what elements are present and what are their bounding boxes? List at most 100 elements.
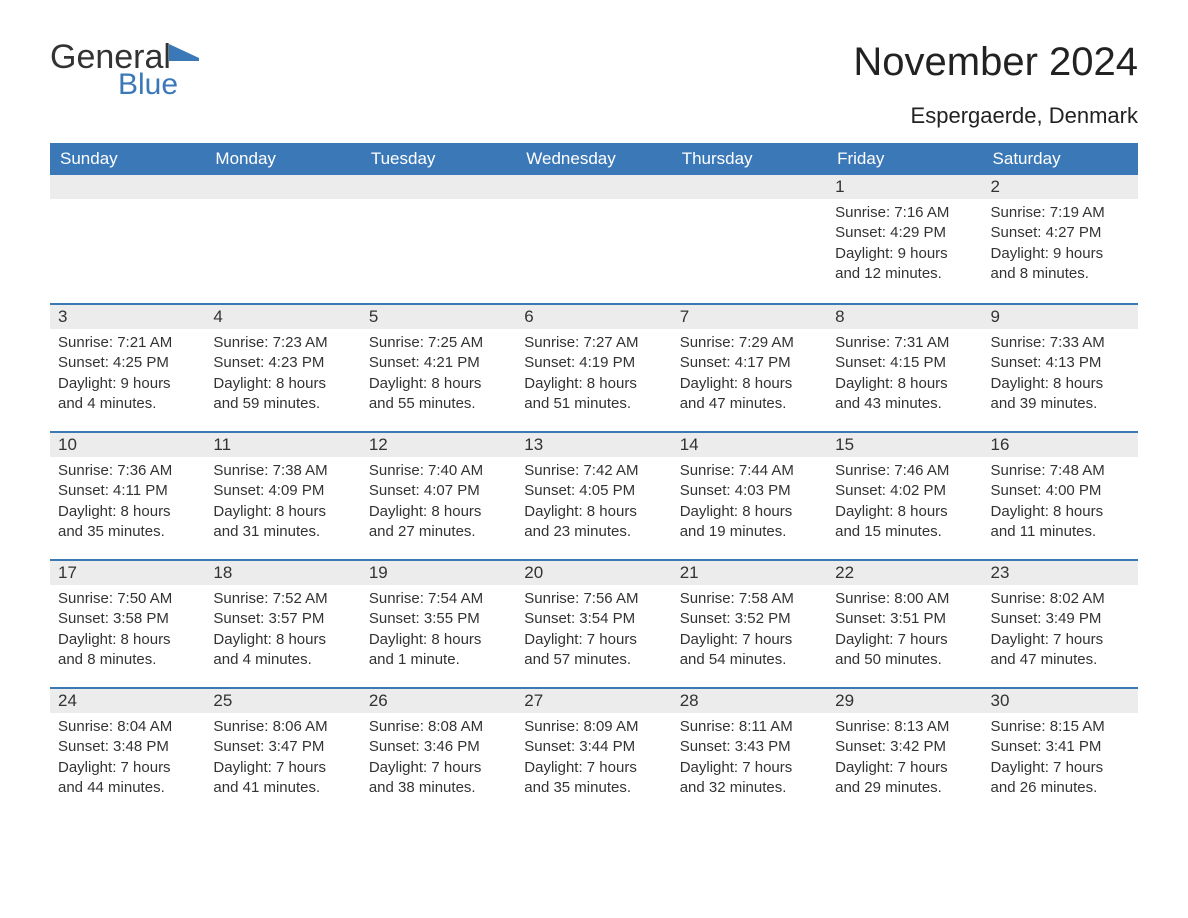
day-cell: 23Sunrise: 8:02 AMSunset: 3:49 PMDayligh… — [983, 561, 1138, 687]
day-body — [50, 199, 205, 213]
empty-cell — [516, 175, 671, 303]
sunrise-text: Sunrise: 7:38 AM — [213, 461, 352, 481]
daylight2-text: and 12 minutes. — [835, 264, 974, 284]
day-body: Sunrise: 7:19 AMSunset: 4:27 PMDaylight:… — [983, 199, 1138, 294]
sunrise-text: Sunrise: 8:09 AM — [524, 717, 663, 737]
daylight2-text: and 44 minutes. — [58, 778, 197, 798]
day-body: Sunrise: 7:50 AMSunset: 3:58 PMDaylight:… — [50, 585, 205, 680]
sunrise-text: Sunrise: 8:06 AM — [213, 717, 352, 737]
day-body: Sunrise: 7:27 AMSunset: 4:19 PMDaylight:… — [516, 329, 671, 424]
day-body: Sunrise: 7:42 AMSunset: 4:05 PMDaylight:… — [516, 457, 671, 552]
daylight2-text: and 54 minutes. — [680, 650, 819, 670]
daylight1-text: Daylight: 8 hours — [680, 374, 819, 394]
daylight2-text: and 38 minutes. — [369, 778, 508, 798]
day-cell: 7Sunrise: 7:29 AMSunset: 4:17 PMDaylight… — [672, 305, 827, 431]
day-cell: 29Sunrise: 8:13 AMSunset: 3:42 PMDayligh… — [827, 689, 982, 815]
sunset-text: Sunset: 3:48 PM — [58, 737, 197, 757]
logo: General Blue — [50, 40, 205, 104]
day-number — [516, 175, 671, 199]
day-number: 8 — [827, 305, 982, 329]
sunset-text: Sunset: 4:19 PM — [524, 353, 663, 373]
sunset-text: Sunset: 4:00 PM — [991, 481, 1130, 501]
day-number: 28 — [672, 689, 827, 713]
day-body: Sunrise: 7:40 AMSunset: 4:07 PMDaylight:… — [361, 457, 516, 552]
daylight2-text: and 15 minutes. — [835, 522, 974, 542]
daylight2-text: and 4 minutes. — [58, 394, 197, 414]
day-number: 5 — [361, 305, 516, 329]
weeks-container: 1Sunrise: 7:16 AMSunset: 4:29 PMDaylight… — [50, 175, 1138, 815]
sunset-text: Sunset: 3:43 PM — [680, 737, 819, 757]
day-body: Sunrise: 7:38 AMSunset: 4:09 PMDaylight:… — [205, 457, 360, 552]
day-cell: 13Sunrise: 7:42 AMSunset: 4:05 PMDayligh… — [516, 433, 671, 559]
daylight1-text: Daylight: 9 hours — [58, 374, 197, 394]
day-number: 7 — [672, 305, 827, 329]
sunrise-text: Sunrise: 7:33 AM — [991, 333, 1130, 353]
daylight2-text: and 29 minutes. — [835, 778, 974, 798]
day-cell: 20Sunrise: 7:56 AMSunset: 3:54 PMDayligh… — [516, 561, 671, 687]
day-number — [361, 175, 516, 199]
sunset-text: Sunset: 3:57 PM — [213, 609, 352, 629]
sunset-text: Sunset: 4:09 PM — [213, 481, 352, 501]
day-body: Sunrise: 7:21 AMSunset: 4:25 PMDaylight:… — [50, 329, 205, 424]
sunrise-text: Sunrise: 7:44 AM — [680, 461, 819, 481]
day-body: Sunrise: 7:46 AMSunset: 4:02 PMDaylight:… — [827, 457, 982, 552]
day-number: 23 — [983, 561, 1138, 585]
sunrise-text: Sunrise: 8:08 AM — [369, 717, 508, 737]
daylight2-text: and 55 minutes. — [369, 394, 508, 414]
day-body: Sunrise: 8:02 AMSunset: 3:49 PMDaylight:… — [983, 585, 1138, 680]
sunrise-text: Sunrise: 7:40 AM — [369, 461, 508, 481]
empty-cell — [50, 175, 205, 303]
daylight1-text: Daylight: 8 hours — [680, 502, 819, 522]
sunset-text: Sunset: 4:23 PM — [213, 353, 352, 373]
day-number: 13 — [516, 433, 671, 457]
sunset-text: Sunset: 3:55 PM — [369, 609, 508, 629]
daylight2-text: and 32 minutes. — [680, 778, 819, 798]
daylight1-text: Daylight: 7 hours — [991, 758, 1130, 778]
day-number: 11 — [205, 433, 360, 457]
daylight2-text: and 26 minutes. — [991, 778, 1130, 798]
sunrise-text: Sunrise: 7:50 AM — [58, 589, 197, 609]
daylight1-text: Daylight: 8 hours — [58, 502, 197, 522]
calendar: SundayMondayTuesdayWednesdayThursdayFrid… — [50, 143, 1138, 815]
day-body: Sunrise: 8:04 AMSunset: 3:48 PMDaylight:… — [50, 713, 205, 808]
day-number: 1 — [827, 175, 982, 199]
daylight1-text: Daylight: 8 hours — [835, 374, 974, 394]
day-number — [50, 175, 205, 199]
day-number: 25 — [205, 689, 360, 713]
day-header-row: SundayMondayTuesdayWednesdayThursdayFrid… — [50, 143, 1138, 175]
sunset-text: Sunset: 4:17 PM — [680, 353, 819, 373]
daylight1-text: Daylight: 8 hours — [213, 374, 352, 394]
sunset-text: Sunset: 3:46 PM — [369, 737, 508, 757]
day-cell: 5Sunrise: 7:25 AMSunset: 4:21 PMDaylight… — [361, 305, 516, 431]
day-body — [516, 199, 671, 213]
day-header-monday: Monday — [205, 143, 360, 175]
daylight1-text: Daylight: 7 hours — [835, 758, 974, 778]
sunset-text: Sunset: 3:52 PM — [680, 609, 819, 629]
day-number: 15 — [827, 433, 982, 457]
daylight1-text: Daylight: 9 hours — [991, 244, 1130, 264]
daylight2-text: and 11 minutes. — [991, 522, 1130, 542]
week-row: 3Sunrise: 7:21 AMSunset: 4:25 PMDaylight… — [50, 303, 1138, 431]
daylight1-text: Daylight: 8 hours — [369, 630, 508, 650]
daylight1-text: Daylight: 8 hours — [369, 502, 508, 522]
sunrise-text: Sunrise: 7:46 AM — [835, 461, 974, 481]
day-body: Sunrise: 8:06 AMSunset: 3:47 PMDaylight:… — [205, 713, 360, 808]
empty-cell — [672, 175, 827, 303]
day-cell: 12Sunrise: 7:40 AMSunset: 4:07 PMDayligh… — [361, 433, 516, 559]
header: General Blue November 2024 Espergaerde, … — [50, 40, 1138, 129]
sunrise-text: Sunrise: 7:36 AM — [58, 461, 197, 481]
daylight2-text: and 47 minutes. — [680, 394, 819, 414]
sunrise-text: Sunrise: 7:31 AM — [835, 333, 974, 353]
day-number: 18 — [205, 561, 360, 585]
sunrise-text: Sunrise: 7:25 AM — [369, 333, 508, 353]
day-cell: 9Sunrise: 7:33 AMSunset: 4:13 PMDaylight… — [983, 305, 1138, 431]
sunrise-text: Sunrise: 7:56 AM — [524, 589, 663, 609]
daylight2-text: and 51 minutes. — [524, 394, 663, 414]
sunrise-text: Sunrise: 7:23 AM — [213, 333, 352, 353]
sunset-text: Sunset: 4:27 PM — [991, 223, 1130, 243]
day-number: 24 — [50, 689, 205, 713]
day-body: Sunrise: 7:23 AMSunset: 4:23 PMDaylight:… — [205, 329, 360, 424]
day-number: 26 — [361, 689, 516, 713]
daylight1-text: Daylight: 8 hours — [369, 374, 508, 394]
day-body: Sunrise: 8:00 AMSunset: 3:51 PMDaylight:… — [827, 585, 982, 680]
